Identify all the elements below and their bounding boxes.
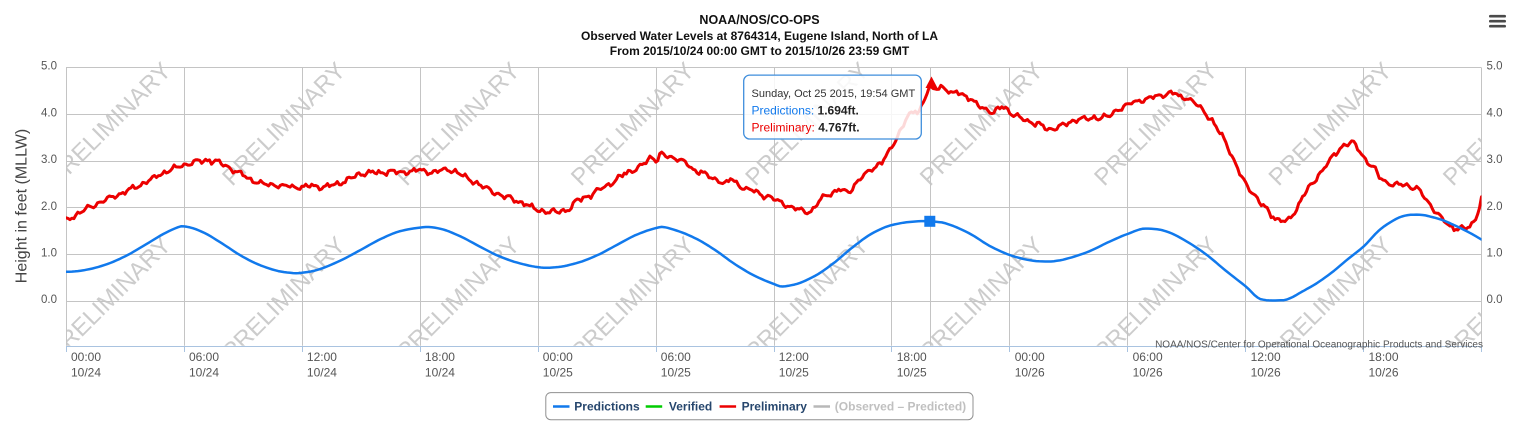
- svg-text:12:00: 12:00: [779, 350, 809, 364]
- svg-text:1.0: 1.0: [41, 248, 57, 260]
- svg-text:10/24: 10/24: [425, 366, 455, 380]
- svg-text:06:00: 06:00: [1133, 350, 1163, 364]
- svg-text:12:00: 12:00: [1251, 350, 1281, 364]
- svg-text:10/26: 10/26: [1133, 366, 1163, 380]
- svg-text:Sunday, Oct 25 2015, 19:54 GMT: Sunday, Oct 25 2015, 19:54 GMT: [752, 88, 916, 100]
- svg-text:10/25: 10/25: [897, 366, 927, 380]
- svg-text:10/26: 10/26: [1251, 366, 1281, 380]
- svg-text:10/26: 10/26: [1015, 366, 1045, 380]
- svg-text:0.0: 0.0: [1487, 294, 1503, 306]
- svg-text:Preliminary: 4.767ft.: Preliminary: 4.767ft.: [752, 121, 860, 135]
- svg-text:NOAA/NOS/CO-OPS: NOAA/NOS/CO-OPS: [699, 13, 819, 27]
- svg-text:18:00: 18:00: [897, 350, 927, 364]
- svg-text:00:00: 00:00: [1015, 350, 1045, 364]
- svg-text:00:00: 00:00: [543, 350, 573, 364]
- svg-text:10/25: 10/25: [543, 366, 573, 380]
- svg-text:5.0: 5.0: [41, 61, 57, 73]
- svg-text:(Observed – Predicted): (Observed – Predicted): [835, 400, 966, 414]
- svg-text:2.0: 2.0: [41, 201, 57, 213]
- svg-text:From 2015/10/24 00:00 GMT to 2: From 2015/10/24 00:00 GMT to 2015/10/26 …: [610, 44, 910, 58]
- svg-text:10/24: 10/24: [307, 366, 337, 380]
- svg-text:Preliminary: Preliminary: [742, 400, 808, 414]
- svg-text:18:00: 18:00: [425, 350, 455, 364]
- svg-text:Predictions: 1.694ft.: Predictions: 1.694ft.: [752, 103, 859, 117]
- svg-text:10/24: 10/24: [189, 366, 219, 380]
- svg-text:Verified: Verified: [669, 400, 712, 414]
- svg-text:5.0: 5.0: [1487, 61, 1503, 73]
- svg-text:NOAA/NOS/Center for Operationa: NOAA/NOS/Center for Operational Oceanogr…: [1155, 340, 1483, 351]
- svg-text:2.0: 2.0: [1487, 201, 1503, 213]
- svg-text:1.0: 1.0: [1487, 248, 1503, 260]
- svg-text:0.0: 0.0: [41, 294, 57, 306]
- svg-text:10/26: 10/26: [1369, 366, 1399, 380]
- svg-text:10/25: 10/25: [779, 366, 809, 380]
- svg-text:18:00: 18:00: [1369, 350, 1399, 364]
- svg-text:Observed Water Levels at 87643: Observed Water Levels at 8764314, Eugene…: [581, 29, 938, 43]
- svg-text:12:00: 12:00: [307, 350, 337, 364]
- svg-text:06:00: 06:00: [661, 350, 691, 364]
- svg-text:10/24: 10/24: [71, 366, 101, 380]
- svg-text:Predictions: Predictions: [574, 400, 640, 414]
- svg-text:Height in feet (MLLW): Height in feet (MLLW): [14, 129, 31, 283]
- svg-text:10/25: 10/25: [661, 366, 691, 380]
- svg-text:00:00: 00:00: [71, 350, 101, 364]
- svg-text:06:00: 06:00: [189, 350, 219, 364]
- svg-text:4.0: 4.0: [41, 107, 57, 119]
- svg-text:4.0: 4.0: [1487, 107, 1503, 119]
- svg-text:3.0: 3.0: [1487, 154, 1503, 166]
- svg-text:3.0: 3.0: [41, 154, 57, 166]
